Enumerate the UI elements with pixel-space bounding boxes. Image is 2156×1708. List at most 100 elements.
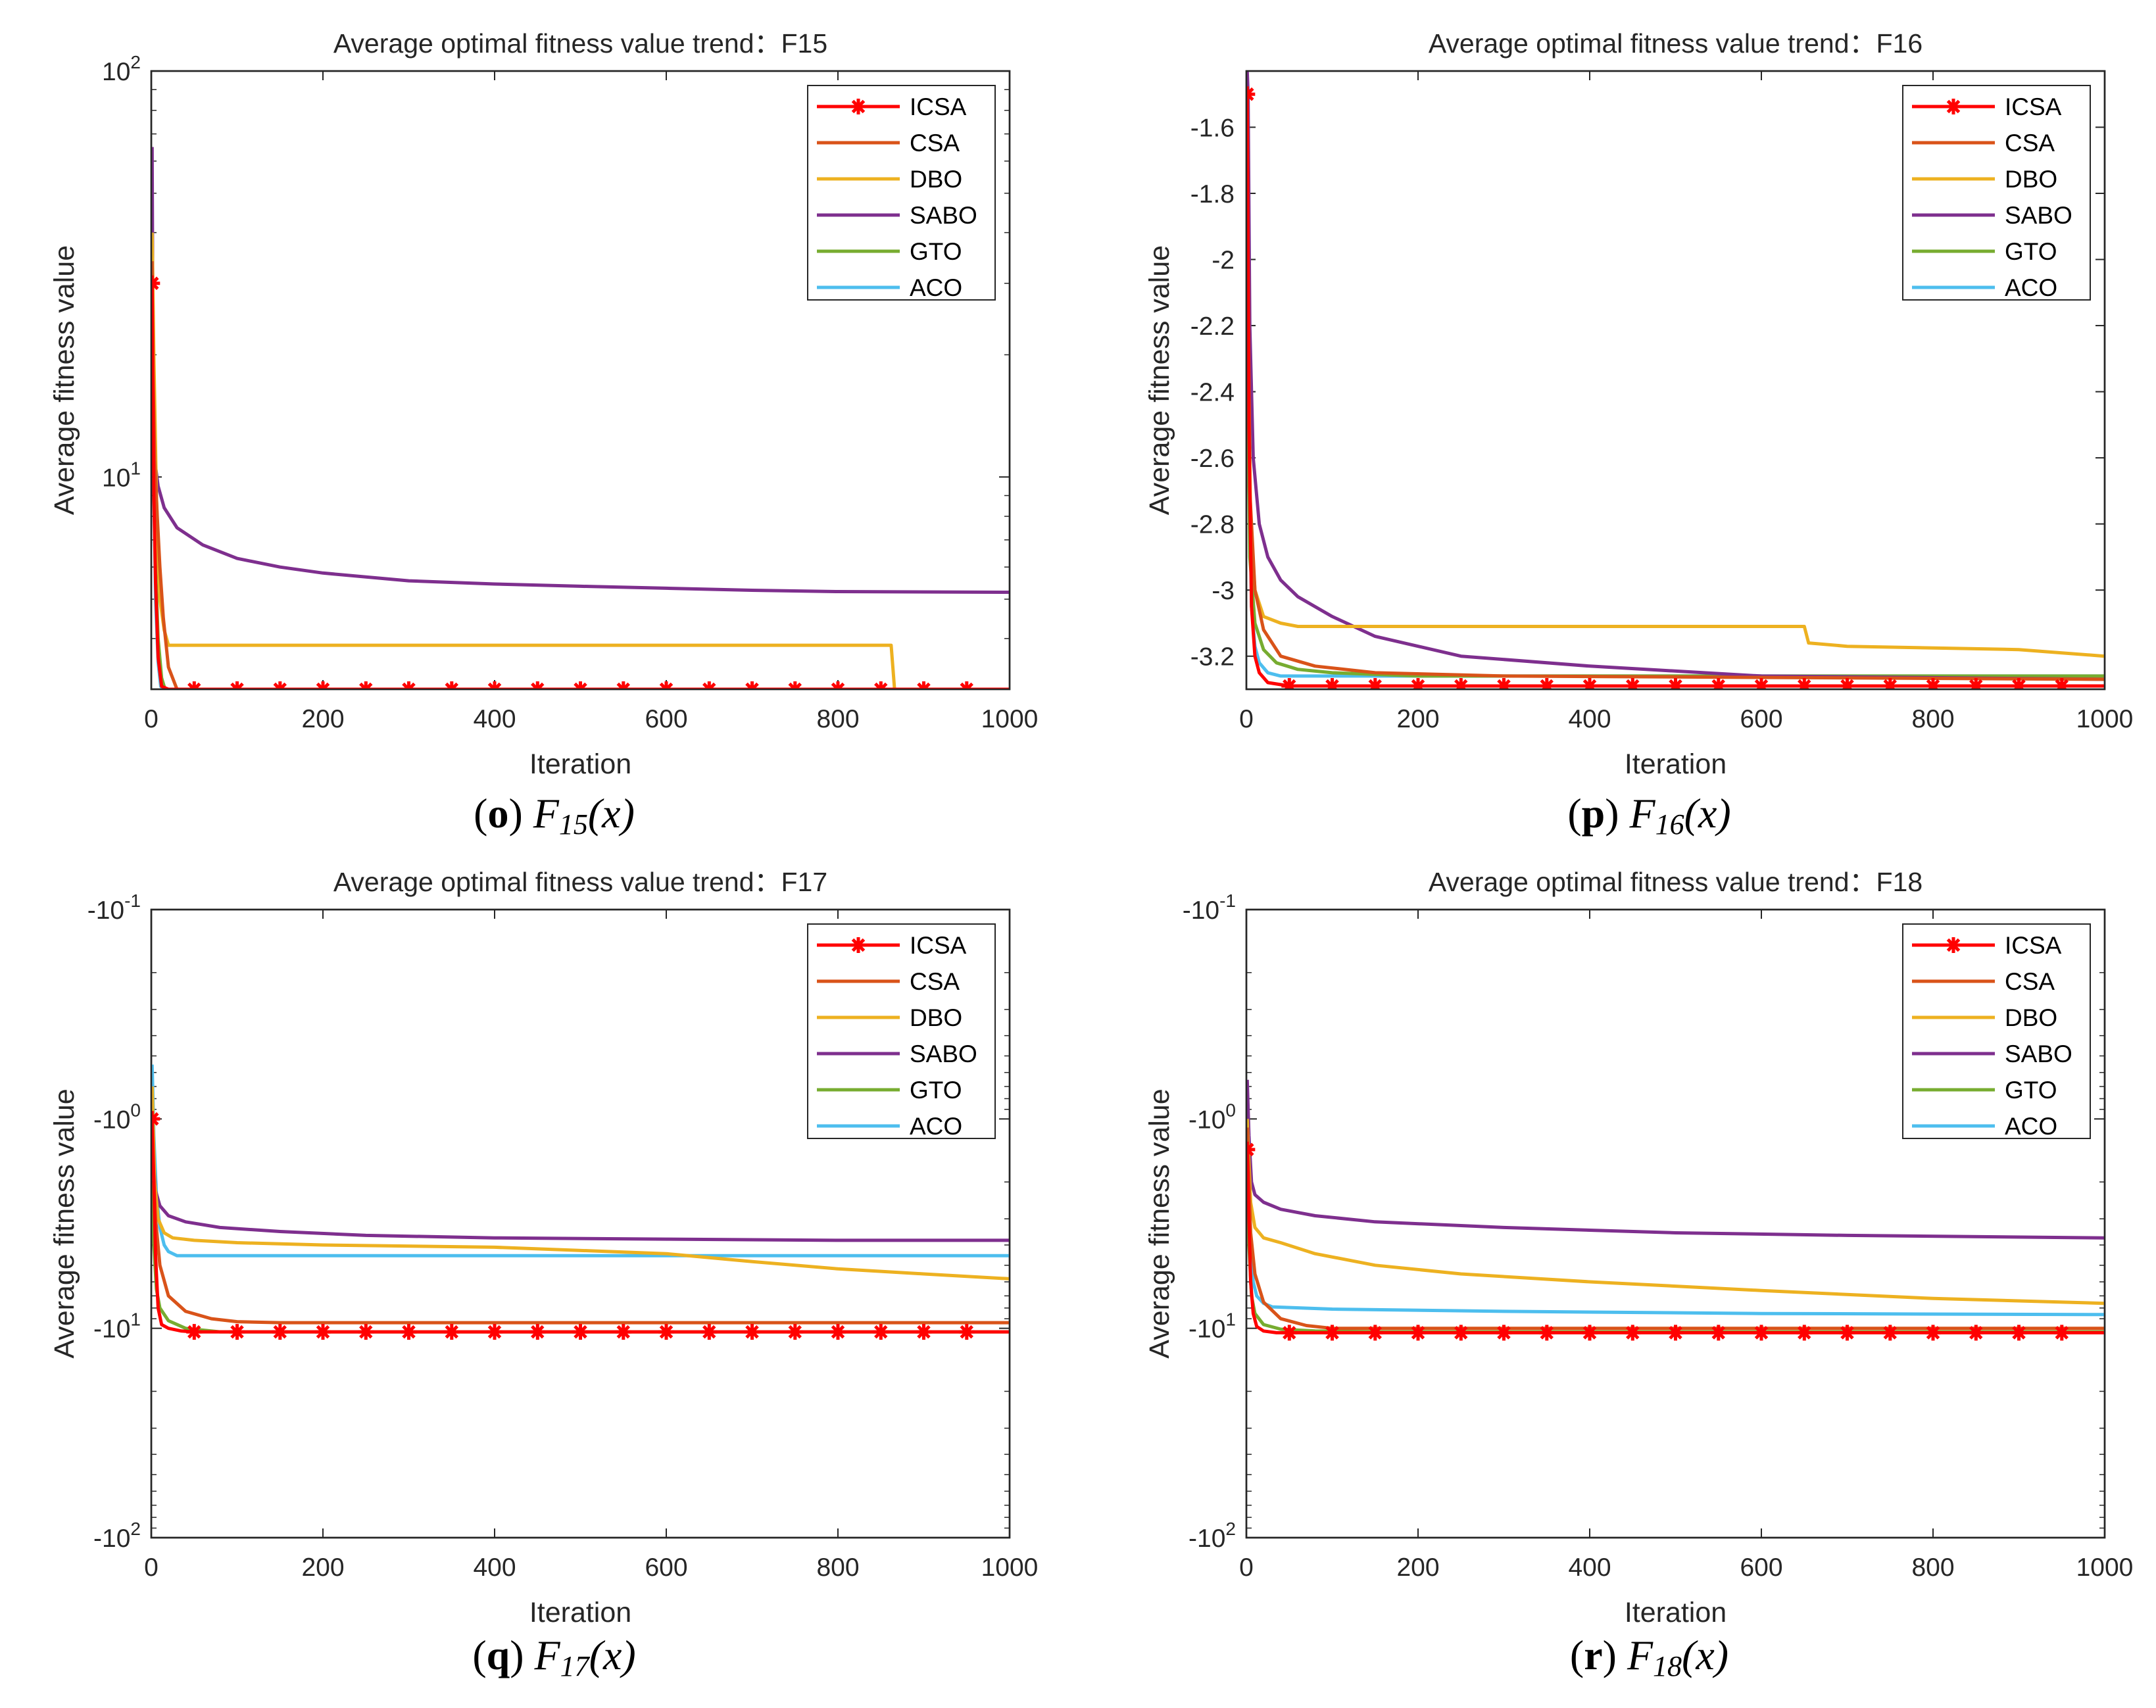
- y-tick-label: -2.8: [1190, 511, 1235, 539]
- legend-label-csa: CSA: [2005, 130, 2055, 157]
- icsa-marker: [572, 1324, 589, 1340]
- icsa-marker: [487, 1324, 502, 1340]
- x-tick-label: 1000: [981, 1553, 1039, 1582]
- chart-panel-16: 0 200 400 600 800 1000 -3.2 -3 -2.8 -2.6 -2.4 -2.2 -…: [1144, 28, 2133, 841]
- icsa-marker: [2011, 678, 2027, 689]
- x-tick-label: 0: [1239, 1553, 1254, 1582]
- legend-label-sabo: SABO: [910, 1040, 977, 1067]
- series-line-sabo: [1246, 71, 2105, 681]
- y-tick-label: -10-1: [87, 891, 141, 925]
- plot-border: [150, 70, 1011, 691]
- legend-label-aco: ACO: [910, 1113, 962, 1140]
- icsa-marker: [2053, 678, 2070, 689]
- x-tick-label: 600: [1740, 705, 1782, 733]
- icsa-marker: [1496, 1325, 1512, 1341]
- icsa-marker: [1710, 678, 1727, 689]
- legend-label-icsa: ICSA: [910, 93, 967, 120]
- y-tick-label: -2.6: [1190, 445, 1235, 473]
- plot-border: [150, 908, 1011, 1539]
- icsa-marker: [1324, 1325, 1340, 1341]
- series-group: [151, 147, 1010, 689]
- legend-box: [1902, 85, 2091, 301]
- icsa-marker: [151, 275, 160, 291]
- x-tick-label: 400: [473, 705, 516, 733]
- icsa-marker: [315, 1324, 331, 1340]
- legend-label-dbo: DBO: [910, 1004, 962, 1031]
- icsa-marker: [1839, 1325, 1855, 1341]
- icsa-marker: [529, 1324, 546, 1340]
- legend-label-aco: ACO: [2005, 274, 2057, 301]
- icsa-marker: [1625, 678, 1641, 689]
- icsa-marker: [1582, 678, 1598, 689]
- icsa-marker: [1246, 86, 1256, 103]
- legend-label-icsa: ICSA: [2005, 932, 2062, 959]
- x-tick-label: 0: [144, 1553, 159, 1582]
- icsa-marker: [830, 1324, 846, 1340]
- series-group: [151, 1064, 1010, 1340]
- x-tick-label: 800: [1911, 705, 1954, 733]
- icsa-marker: [1410, 678, 1426, 689]
- icsa-marker: [744, 1324, 760, 1340]
- y-tick-label: -3: [1212, 577, 1235, 605]
- icsa-marker: [229, 1324, 245, 1340]
- icsa-marker: [1882, 678, 1898, 689]
- x-tick-label: 600: [645, 705, 687, 733]
- legend-marker: [850, 99, 866, 114]
- x-tick-label: 600: [645, 1553, 687, 1582]
- legend-label-sabo: SABO: [2005, 202, 2072, 229]
- plot-border: [1245, 70, 2106, 691]
- y-tick-label: -101: [93, 1309, 141, 1344]
- icsa-marker: [272, 1324, 288, 1340]
- icsa-marker: [1453, 1325, 1469, 1341]
- x-tick-label: 1000: [2076, 705, 2134, 733]
- icsa-marker: [1625, 1325, 1641, 1341]
- icsa-marker: [1968, 1325, 1984, 1341]
- legend-label-aco: ACO: [2005, 1113, 2057, 1140]
- chart-title: Average optimal fitness value trend：F18: [1429, 867, 1923, 897]
- icsa-marker: [1753, 1325, 1769, 1341]
- series-group: [1246, 1079, 2105, 1341]
- series-line-icsa: [1246, 94, 2105, 688]
- icsa-marker: [1246, 1141, 1256, 1158]
- icsa-marker: [1281, 678, 1298, 689]
- icsa-marker: [1925, 678, 1941, 689]
- series-line-sabo: [151, 1135, 1010, 1242]
- x-tick-label: 400: [473, 1553, 516, 1582]
- icsa-marker: [958, 1324, 975, 1340]
- y-tick-label: -2.2: [1190, 312, 1235, 341]
- x-tick-label: 400: [1568, 1553, 1611, 1582]
- y-tick-label: -102: [93, 1519, 141, 1553]
- legend-label-gto: GTO: [910, 1077, 962, 1104]
- legend-label-dbo: DBO: [2005, 166, 2057, 193]
- series-group: [1246, 71, 2105, 689]
- icsa-marker: [1582, 1325, 1598, 1341]
- legend-label-sabo: SABO: [2005, 1040, 2072, 1067]
- icsa-marker: [1324, 678, 1340, 689]
- icsa-marker: [1882, 1325, 1898, 1341]
- x-axis-label: Iteration: [1625, 1597, 1727, 1628]
- legend-label-sabo: SABO: [910, 202, 977, 229]
- icsa-marker: [701, 1324, 718, 1340]
- y-tick-label: -100: [1188, 1100, 1236, 1134]
- icsa-marker: [1667, 1325, 1684, 1341]
- legend-label-icsa: ICSA: [910, 932, 967, 959]
- icsa-marker: [658, 1324, 674, 1340]
- icsa-marker: [615, 1324, 631, 1340]
- icsa-marker: [1410, 1325, 1426, 1341]
- x-axis-label: Iteration: [529, 1597, 631, 1628]
- icsa-marker: [1925, 1325, 1941, 1341]
- legend-label-gto: GTO: [910, 238, 962, 265]
- legend-label-dbo: DBO: [910, 166, 962, 193]
- icsa-marker: [1796, 678, 1813, 689]
- panel-caption: (r) F18(x): [1570, 1632, 1728, 1682]
- chart-title: Average optimal fitness value trend：F16: [1429, 28, 1923, 59]
- legend-label-csa: CSA: [910, 130, 960, 157]
- legend-label-csa: CSA: [910, 968, 960, 995]
- x-tick-label: 1000: [981, 705, 1039, 733]
- legend: ICSA CSA DBO SABO GTO ACO: [807, 85, 996, 301]
- icsa-marker: [873, 1324, 889, 1340]
- x-tick-label: 400: [1568, 705, 1611, 733]
- x-tick-label: 800: [816, 1553, 859, 1582]
- chart-panel-18: 0 200 400 600 800 1000 -10-1 -100 -101 -102 Averag…: [1144, 867, 2133, 1682]
- icsa-marker: [401, 1324, 417, 1340]
